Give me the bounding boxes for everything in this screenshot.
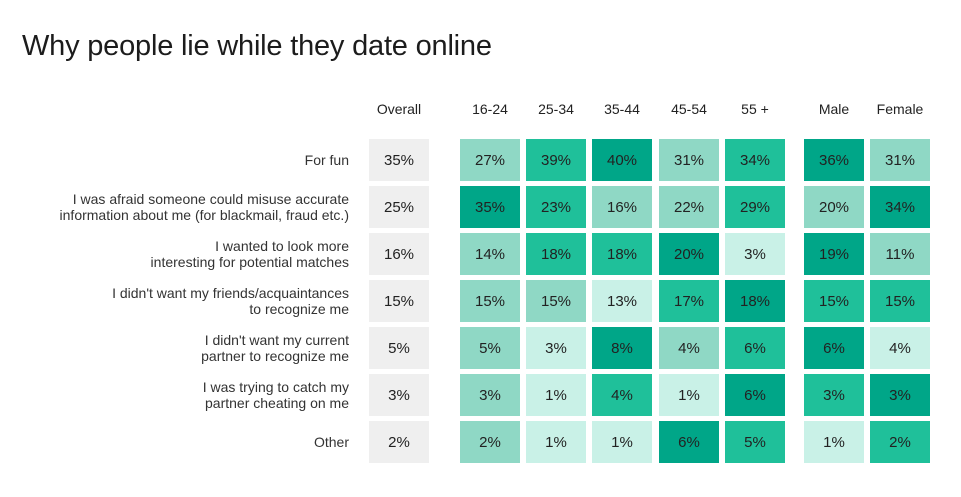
heatmap-cell: 3% — [804, 374, 864, 416]
column-header: 45-54 — [671, 101, 707, 117]
heatmap-cell: 20% — [804, 186, 864, 228]
chart-title: Why people lie while they date online — [22, 30, 492, 62]
heatmap-cell: 4% — [592, 374, 652, 416]
heatmap-cell: 36% — [804, 139, 864, 181]
heatmap-cell: 18% — [725, 280, 785, 322]
heatmap-cell: 40% — [592, 139, 652, 181]
heatmap-cell: 11% — [870, 233, 930, 275]
heatmap-cell: 23% — [526, 186, 586, 228]
heatmap-cell: 3% — [526, 327, 586, 369]
heatmap-cell: 1% — [659, 374, 719, 416]
heatmap-cell: 6% — [659, 421, 719, 463]
heatmap-cell: 3% — [725, 233, 785, 275]
heatmap-cell: 20% — [659, 233, 719, 275]
heatmap-cell: 3% — [870, 374, 930, 416]
row-label: I was trying to catch my partner cheating… — [202, 379, 349, 411]
row-label: For fun — [304, 152, 349, 168]
heatmap-cell: 34% — [870, 186, 930, 228]
row-label: I wanted to look more interesting for pot… — [150, 238, 349, 270]
heatmap-cell: 34% — [725, 139, 785, 181]
row-label: I didn't want my friends/acquaintances to… — [112, 285, 349, 317]
heatmap-cell: 13% — [592, 280, 652, 322]
heatmap-cell: 31% — [870, 139, 930, 181]
row-label: Other — [313, 434, 349, 450]
heatmap-cell: 2% — [460, 421, 520, 463]
heatmap-cell: 15% — [804, 280, 864, 322]
heatmap-cell: 5% — [460, 327, 520, 369]
heatmap-cell: 15% — [870, 280, 930, 322]
heatmap-cell: 15% — [369, 280, 429, 322]
column-header: 35-44 — [604, 101, 640, 117]
heatmap-cell: 27% — [460, 139, 520, 181]
heatmap-cell: 1% — [592, 421, 652, 463]
heatmap-cell: 1% — [526, 421, 586, 463]
heatmap-cell: 17% — [659, 280, 719, 322]
heatmap-cell: 8% — [592, 327, 652, 369]
column-header: 55 + — [741, 101, 769, 117]
heatmap-cell: 35% — [460, 186, 520, 228]
column-header: Overall — [376, 101, 422, 117]
heatmap-cell: 6% — [725, 374, 785, 416]
heatmap-cell: 31% — [659, 139, 719, 181]
heatmap-cell: 5% — [369, 327, 429, 369]
heatmap-cell: 19% — [804, 233, 864, 275]
heatmap-cell: 15% — [460, 280, 520, 322]
column-header: 25-34 — [538, 101, 574, 117]
heatmap-cell: 2% — [870, 421, 930, 463]
heatmap-cell: 4% — [659, 327, 719, 369]
heatmap-cell: 25% — [369, 186, 429, 228]
heatmap-cell: 39% — [526, 139, 586, 181]
heatmap-cell: 1% — [526, 374, 586, 416]
heatmap-cell: 18% — [526, 233, 586, 275]
heatmap-cell: 29% — [725, 186, 785, 228]
heatmap-cell: 16% — [592, 186, 652, 228]
heatmap-cell: 3% — [460, 374, 520, 416]
heatmap-cell: 4% — [870, 327, 930, 369]
heatmap-cell: 3% — [369, 374, 429, 416]
heatmap-cell: 6% — [804, 327, 864, 369]
column-header: Female — [876, 101, 924, 117]
heatmap-cell: 35% — [369, 139, 429, 181]
row-label: I didn't want my current partner to recog… — [201, 332, 349, 364]
heatmap-cell: 16% — [369, 233, 429, 275]
heatmap-cell: 14% — [460, 233, 520, 275]
row-label: I was afraid someone could misuse accura… — [59, 191, 349, 223]
column-header: Male — [818, 101, 850, 117]
column-header: 16-24 — [472, 101, 508, 117]
heatmap-cell: 5% — [725, 421, 785, 463]
heatmap-cell: 22% — [659, 186, 719, 228]
heatmap-cell: 15% — [526, 280, 586, 322]
heatmap-cell: 1% — [804, 421, 864, 463]
heatmap-cell: 6% — [725, 327, 785, 369]
heatmap-cell: 18% — [592, 233, 652, 275]
heatmap-cell: 2% — [369, 421, 429, 463]
